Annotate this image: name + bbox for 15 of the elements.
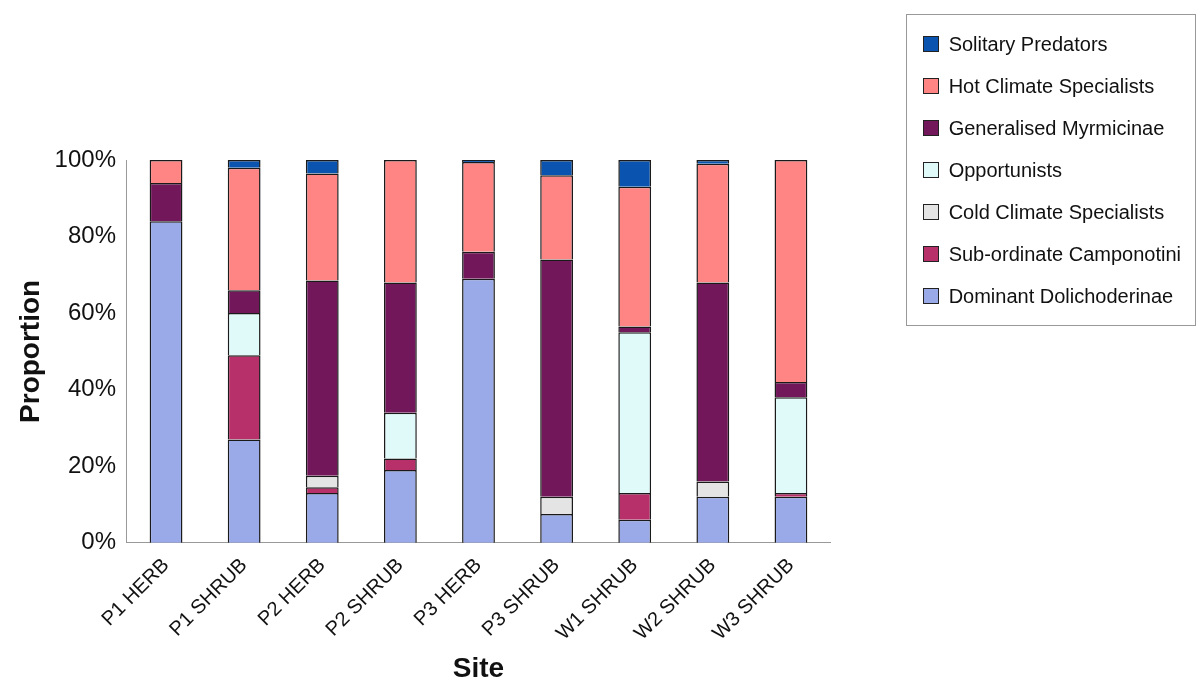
y-tick-label: 0%: [81, 527, 116, 555]
y-axis-title: Proportion: [13, 279, 45, 423]
legend-label: Hot Climate Specialists: [948, 74, 1155, 98]
legend-label: Solitary Predators: [948, 32, 1108, 56]
legend-label: Opportunists: [948, 158, 1063, 182]
y-tick-label: 80%: [67, 221, 116, 249]
legend-label: Cold Climate Specialists: [948, 200, 1165, 224]
legend-label: Sub-ordinate Camponotini: [948, 242, 1181, 266]
y-tick-label: 20%: [67, 450, 116, 478]
legend-label: Dominant Dolichoderinae: [948, 284, 1174, 308]
x-axis-title: Site: [452, 651, 505, 683]
y-tick-label: 40%: [67, 374, 116, 402]
y-tick-label: 60%: [67, 297, 116, 325]
y-tick-label: 100%: [54, 144, 116, 172]
legend-label: Generalised Myrmicinae: [948, 116, 1165, 140]
